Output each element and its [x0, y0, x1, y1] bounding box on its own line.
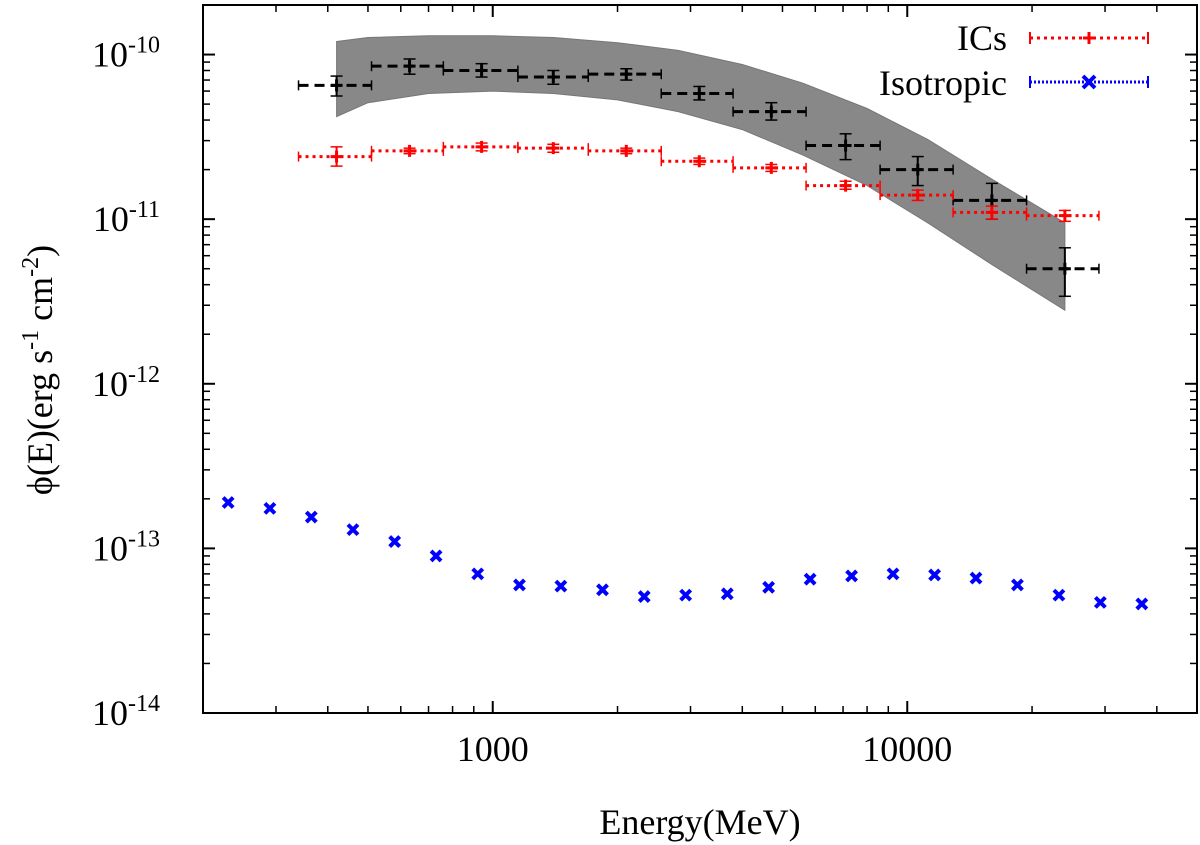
y-tick-label: 10-14: [92, 691, 160, 733]
data-point-isotropic: [720, 587, 734, 601]
data-point-data: [330, 79, 343, 92]
data-point-ics: [475, 140, 488, 153]
y-axis-label-exp2: -2: [18, 257, 44, 277]
data-point-ics: [839, 179, 852, 192]
data-point-ics: [765, 161, 778, 174]
series-ics: [297, 140, 1100, 223]
data-point-isotropic: [263, 501, 277, 515]
data-point-isotropic: [762, 580, 776, 594]
y-axis-label: ϕ(E)(erg s-1 cm-2): [18, 245, 60, 495]
data-point-isotropic: [803, 572, 817, 586]
y-tick-label: 10-10: [92, 33, 160, 75]
data-point-data: [1058, 262, 1071, 275]
data-point-data: [985, 194, 998, 207]
legend: ICs Isotropic: [879, 18, 1149, 103]
plot-frame: [202, 4, 1198, 714]
y-axis-label-exp1: -1: [18, 330, 44, 350]
data-point-isotropic: [969, 571, 983, 585]
data-point-data: [620, 68, 633, 81]
data-point-ics: [620, 144, 633, 157]
data-point-isotropic: [1135, 597, 1149, 611]
legend-marker-isotropic: [1081, 74, 1097, 90]
data-point-isotropic: [596, 583, 609, 597]
legend-marker-ics: [1083, 32, 1095, 44]
series-layer: [221, 58, 1149, 611]
data-point-isotropic: [429, 549, 443, 563]
data-point-data: [547, 71, 560, 84]
data-point-isotropic: [679, 588, 693, 602]
data-point-ics: [547, 142, 560, 155]
data-point-isotropic: [928, 568, 942, 582]
data-point-isotropic: [1093, 595, 1107, 609]
data-point-isotropic: [637, 590, 651, 603]
x-tick-label: 1000: [457, 729, 529, 769]
data-point-data: [765, 105, 778, 118]
series-isotropic: [221, 496, 1149, 611]
data-point-isotropic: [221, 496, 235, 509]
y-axis-label-main: ϕ(E)(erg s: [20, 350, 60, 495]
data-point-isotropic: [346, 523, 360, 537]
y-axis-label-close: ): [20, 245, 60, 257]
x-axis-label: Energy(MeV): [599, 802, 800, 842]
data-point-ics: [330, 150, 343, 163]
data-point-ics: [1058, 209, 1071, 222]
data-point-isotropic: [886, 567, 900, 581]
data-point-ics: [693, 155, 706, 168]
data-point-data: [693, 87, 706, 100]
data-point-isotropic: [554, 579, 568, 593]
data-point-isotropic: [845, 569, 859, 583]
x-tick-label: 10000: [862, 729, 952, 769]
data-point-isotropic: [388, 535, 402, 548]
y-axis-label-mid: cm: [20, 277, 60, 330]
tick-layer: 10-10 10-11 10-12 10-13 10-14 1000 10000: [92, 5, 1197, 769]
data-point-isotropic: [304, 510, 318, 524]
data-point-data: [403, 60, 416, 73]
data-point-isotropic: [513, 578, 526, 592]
data-point-isotropic: [1011, 578, 1024, 592]
data-point-ics: [911, 189, 924, 202]
data-point-data: [911, 163, 924, 176]
data-point-data: [839, 139, 852, 152]
series-data: [297, 58, 1100, 298]
data-point-data: [475, 64, 488, 77]
data-point-ics: [403, 144, 416, 157]
data-point-isotropic: [471, 567, 485, 581]
data-point-ics: [985, 206, 998, 219]
y-tick-label: 10-11: [93, 197, 160, 239]
y-tick-label: 10-12: [92, 362, 160, 404]
y-tick-label: 10-13: [92, 526, 160, 568]
data-point-isotropic: [1052, 588, 1066, 602]
legend-label-isotropic: Isotropic: [879, 63, 1007, 103]
legend-label-ics: ICs: [957, 18, 1007, 58]
